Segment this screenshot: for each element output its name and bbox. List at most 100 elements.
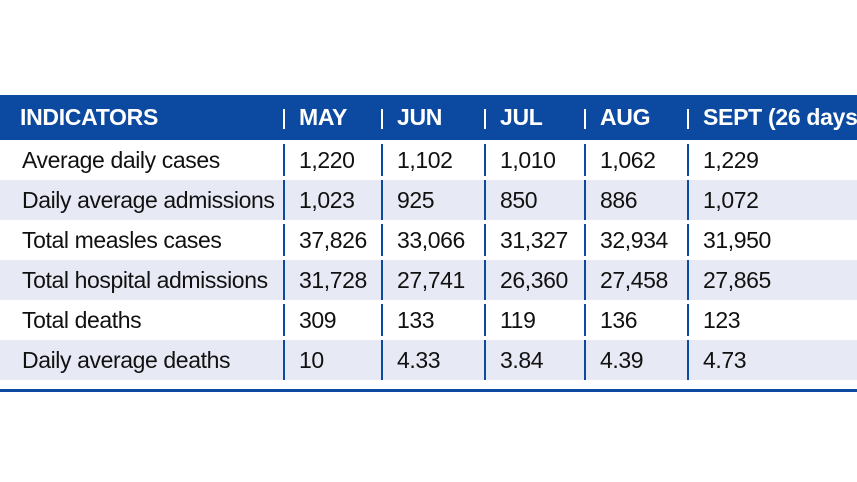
header-label: SEPT (26 days) [703,104,857,130]
table-cell: 1,023 [283,180,381,220]
table-cell: 309 [283,300,381,340]
table-cell: 1,102 [381,140,484,180]
table-cell: 31,950 [687,220,857,260]
cell-value: 119 [500,306,536,333]
cell-value: 27,458 [600,266,668,293]
column-separator [687,180,689,220]
table-cell: 10 [283,340,381,380]
column-separator [381,180,383,220]
cell-value: 136 [600,306,638,333]
column-separator [381,144,383,176]
table-row: Total hospital admissions 31,728 27,741 26,… [0,260,857,300]
cell-value: 4.73 [703,346,747,373]
column-separator [484,224,486,256]
cell-value: 31,327 [500,226,568,253]
cell-value: 33,066 [397,226,465,253]
header-separator [584,109,586,129]
table-cell: 27,865 [687,260,857,300]
cell-value: 133 [397,306,435,333]
table-cell: 1,062 [584,140,687,180]
cell-value: 886 [600,186,638,213]
table-cell: 31,728 [283,260,381,300]
column-separator [584,180,586,220]
row-label: Daily average deaths [22,346,231,373]
column-separator [584,304,586,336]
cell-value: 37,826 [299,226,367,253]
column-separator [687,224,689,256]
cell-value: 309 [299,306,337,333]
table-body: Average daily cases 1,220 1,102 1,010 1,062 1… [0,140,857,380]
table-cell: 33,066 [381,220,484,260]
row-label: Average daily cases [22,146,220,173]
cell-value: 4.33 [397,346,441,373]
table-cell: 1,220 [283,140,381,180]
data-table: INDICATORS MAY JUN JUL AUG SEPT (26 days… [0,95,857,380]
column-separator [283,304,285,336]
table-cell: 27,741 [381,260,484,300]
cell-value: 850 [500,186,538,213]
cell-value: 31,728 [299,266,367,293]
column-separator [687,340,689,380]
header-label: MAY [299,104,348,130]
header-separator [484,109,486,129]
column-separator [283,180,285,220]
table-cell: 133 [381,300,484,340]
bottom-rule [0,389,857,392]
row-label: Daily average admissions [22,186,275,213]
cell-value: 27,865 [703,266,771,293]
header-separator [283,109,285,129]
table-cell: 1,072 [687,180,857,220]
table-row: Average daily cases 1,220 1,102 1,010 1,062 1… [0,140,857,180]
table-cell: 3.84 [484,340,584,380]
cell-value: 10 [299,346,324,373]
cell-value: 32,934 [600,226,668,253]
column-separator [381,224,383,256]
table-row: Daily average admissions 1,023 925 850 886 1,… [0,180,857,220]
column-separator [381,260,383,300]
table-cell: 1,010 [484,140,584,180]
header-jun: JUN [381,95,484,140]
column-separator [381,340,383,380]
column-separator [584,144,586,176]
cell-value: 1,023 [299,186,355,213]
row-label: Total measles cases [22,226,222,253]
header-aug: AUG [584,95,687,140]
table-cell: 26,360 [484,260,584,300]
cell-value: 1,102 [397,146,453,173]
cell-value: 4.39 [600,346,644,373]
row-label: Total hospital admissions [22,266,268,293]
cell-value: 1,072 [703,186,759,213]
cell-value: 27,741 [397,266,465,293]
header-sept: SEPT (26 days) [687,95,857,140]
cell-value: 26,360 [500,266,568,293]
cell-value: 1,220 [299,146,355,173]
header-separator [687,109,689,129]
column-separator [484,144,486,176]
header-row: INDICATORS MAY JUN JUL AUG SEPT (26 days… [0,95,857,140]
cell-value: 925 [397,186,435,213]
table-cell: 886 [584,180,687,220]
table-cell: 27,458 [584,260,687,300]
column-separator [484,340,486,380]
column-separator [584,340,586,380]
row-label: Total deaths [22,306,142,333]
table-cell: 4.39 [584,340,687,380]
header-label: JUN [397,104,443,130]
column-separator [584,260,586,300]
column-separator [484,180,486,220]
table-cell: 4.73 [687,340,857,380]
table-cell: 850 [484,180,584,220]
column-separator [484,260,486,300]
table-cell: 32,934 [584,220,687,260]
cell-value: 31,950 [703,226,771,253]
table-cell: 31,327 [484,220,584,260]
cell-value: 1,229 [703,146,759,173]
header-may: MAY [283,95,381,140]
cell-value: 123 [703,306,741,333]
table-cell: 136 [584,300,687,340]
table-cell: 123 [687,300,857,340]
column-separator [687,260,689,300]
header-indicators: INDICATORS [20,104,158,130]
column-separator [687,144,689,176]
cell-value: 3.84 [500,346,544,373]
